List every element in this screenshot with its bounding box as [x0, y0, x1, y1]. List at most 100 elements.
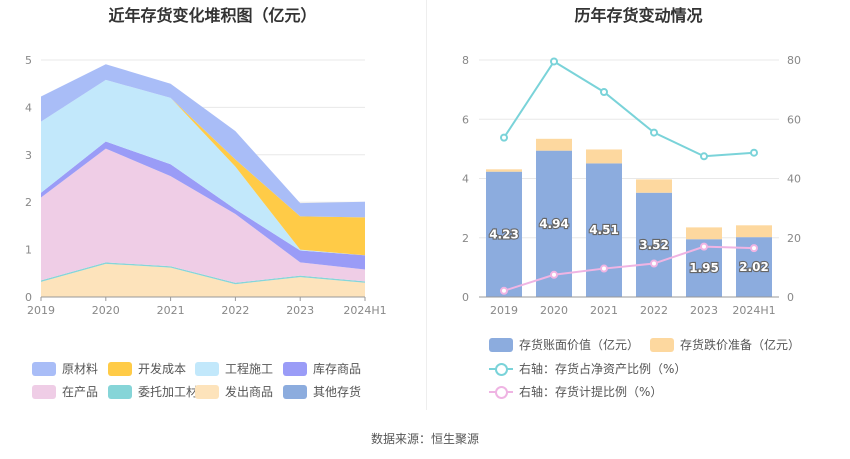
line-point	[500, 133, 508, 142]
line-point	[600, 264, 608, 273]
x-tick-label: 2023	[690, 304, 718, 317]
legend-item[interactable]: 存货账面价值（亿元）	[489, 336, 639, 353]
x-tick-label: 2020	[540, 304, 568, 317]
bar-impairment	[536, 138, 572, 151]
y-tick-label: 0	[25, 291, 32, 304]
y-left-tick-label: 8	[462, 54, 469, 67]
x-tick-label: 2022	[640, 304, 668, 317]
legend-label: 工程施工	[225, 362, 274, 376]
bar-impairment	[636, 179, 672, 193]
line-point	[600, 87, 608, 96]
line-point	[500, 286, 508, 295]
y-right-tick-label: 80	[787, 54, 801, 67]
legend-item[interactable]: 发出商品	[195, 383, 273, 400]
legend-item[interactable]: 右轴：存货计提比例（%）	[489, 383, 662, 400]
legend-label: 右轴：存货计提比例（%）	[519, 385, 663, 399]
legend-swatch	[32, 384, 56, 399]
legend-swatch	[108, 384, 132, 399]
legend-label: 开发成本	[138, 362, 187, 376]
area-工程施工	[41, 79, 365, 256]
bar-book-value	[486, 171, 522, 297]
legend-label: 发出商品	[225, 385, 274, 399]
legend-label: 原材料	[62, 362, 99, 376]
y-tick-label: 2	[25, 196, 32, 209]
y-left-tick-label: 0	[462, 291, 469, 304]
legend-swatch	[283, 384, 307, 399]
y-tick-label: 5	[25, 54, 32, 67]
x-tick-label: 2023	[286, 304, 314, 317]
legend-swatch	[195, 384, 219, 399]
legend-swatch	[650, 337, 674, 352]
legend-item[interactable]: 其他存货	[283, 383, 361, 400]
line-point	[700, 152, 708, 161]
legend-label: 其他存货	[313, 385, 362, 399]
x-tick-label: 2020	[92, 304, 120, 317]
x-tick-label: 2019	[27, 304, 55, 317]
line-point	[650, 128, 658, 137]
line-point	[750, 244, 758, 253]
area-开发成本	[41, 79, 365, 256]
line-point	[700, 242, 708, 251]
legend-swatch	[108, 361, 132, 376]
bar-data-label: 4.94	[539, 217, 569, 231]
y-right-tick-label: 0	[787, 291, 794, 304]
y-tick-label: 4	[25, 101, 32, 114]
panel-divider	[426, 0, 427, 410]
x-tick-label: 2022	[221, 304, 249, 317]
y-right-tick-label: 40	[787, 173, 801, 186]
legend-label: 存货跌价准备（亿元）	[680, 338, 801, 352]
bar-impairment	[486, 169, 522, 172]
legend-item[interactable]: 工程施工	[195, 360, 273, 377]
x-tick-label: 2024H1	[343, 304, 386, 317]
y-tick-label: 1	[25, 244, 32, 257]
legend-line-marker	[489, 385, 513, 399]
line-point	[550, 57, 558, 66]
area-在产品	[41, 148, 365, 283]
bar-data-label: 2.02	[739, 260, 769, 274]
legend-item[interactable]: 存货跌价准备（亿元）	[650, 336, 800, 353]
legend-item[interactable]: 右轴：存货占净资产比例（%）	[489, 360, 686, 377]
line-point	[650, 259, 658, 268]
left-chart-title: 近年存货变化堆积图（亿元）	[108, 6, 317, 25]
legend-swatch	[283, 361, 307, 376]
y-right-tick-label: 20	[787, 232, 801, 245]
bar-data-label: 4.51	[589, 223, 619, 237]
x-tick-label: 2024H1	[732, 304, 775, 317]
legend-item[interactable]: 原材料	[32, 360, 98, 377]
bar-data-label: 1.95	[689, 261, 719, 275]
legend-item[interactable]: 委托加工材料	[108, 383, 210, 400]
line-series-1	[503, 245, 755, 292]
y-left-tick-label: 4	[462, 173, 469, 186]
legend-swatch	[195, 361, 219, 376]
legend-label: 存货账面价值（亿元）	[519, 338, 640, 352]
area-库存商品	[41, 141, 365, 270]
line-point	[750, 148, 758, 157]
x-tick-label: 2021	[157, 304, 185, 317]
source-note: 数据来源：恒生聚源	[370, 432, 479, 446]
area-发出商品	[41, 263, 365, 297]
bar-book-value	[636, 192, 672, 297]
y-tick-label: 3	[25, 149, 32, 162]
legend-item[interactable]: 开发成本	[108, 360, 186, 377]
legend-item[interactable]: 库存商品	[283, 360, 361, 377]
x-tick-label: 2021	[590, 304, 618, 317]
y-left-tick-label: 6	[462, 113, 469, 126]
y-right-tick-label: 60	[787, 113, 801, 126]
legend-item[interactable]: 在产品	[32, 383, 98, 400]
bar-data-label: 3.52	[639, 238, 669, 252]
legend-label: 委托加工材料	[138, 385, 211, 399]
legend-swatch	[489, 337, 513, 352]
bar-impairment	[736, 225, 772, 238]
bar-impairment	[686, 227, 722, 240]
legend-label: 在产品	[62, 385, 99, 399]
line-point	[550, 270, 558, 279]
stacked-area-chart: 0 1 2 3 4 5 2019 2020 2021 2022 2023 2024H1	[25, 54, 387, 317]
bar-data-label: 4.23	[489, 227, 519, 241]
legend-label: 库存商品	[313, 362, 362, 376]
legend-swatch	[32, 361, 56, 376]
legend-line-marker	[489, 362, 513, 376]
bar-impairment	[586, 149, 622, 164]
bar-book-value	[586, 163, 622, 297]
line-series-0	[503, 60, 755, 158]
